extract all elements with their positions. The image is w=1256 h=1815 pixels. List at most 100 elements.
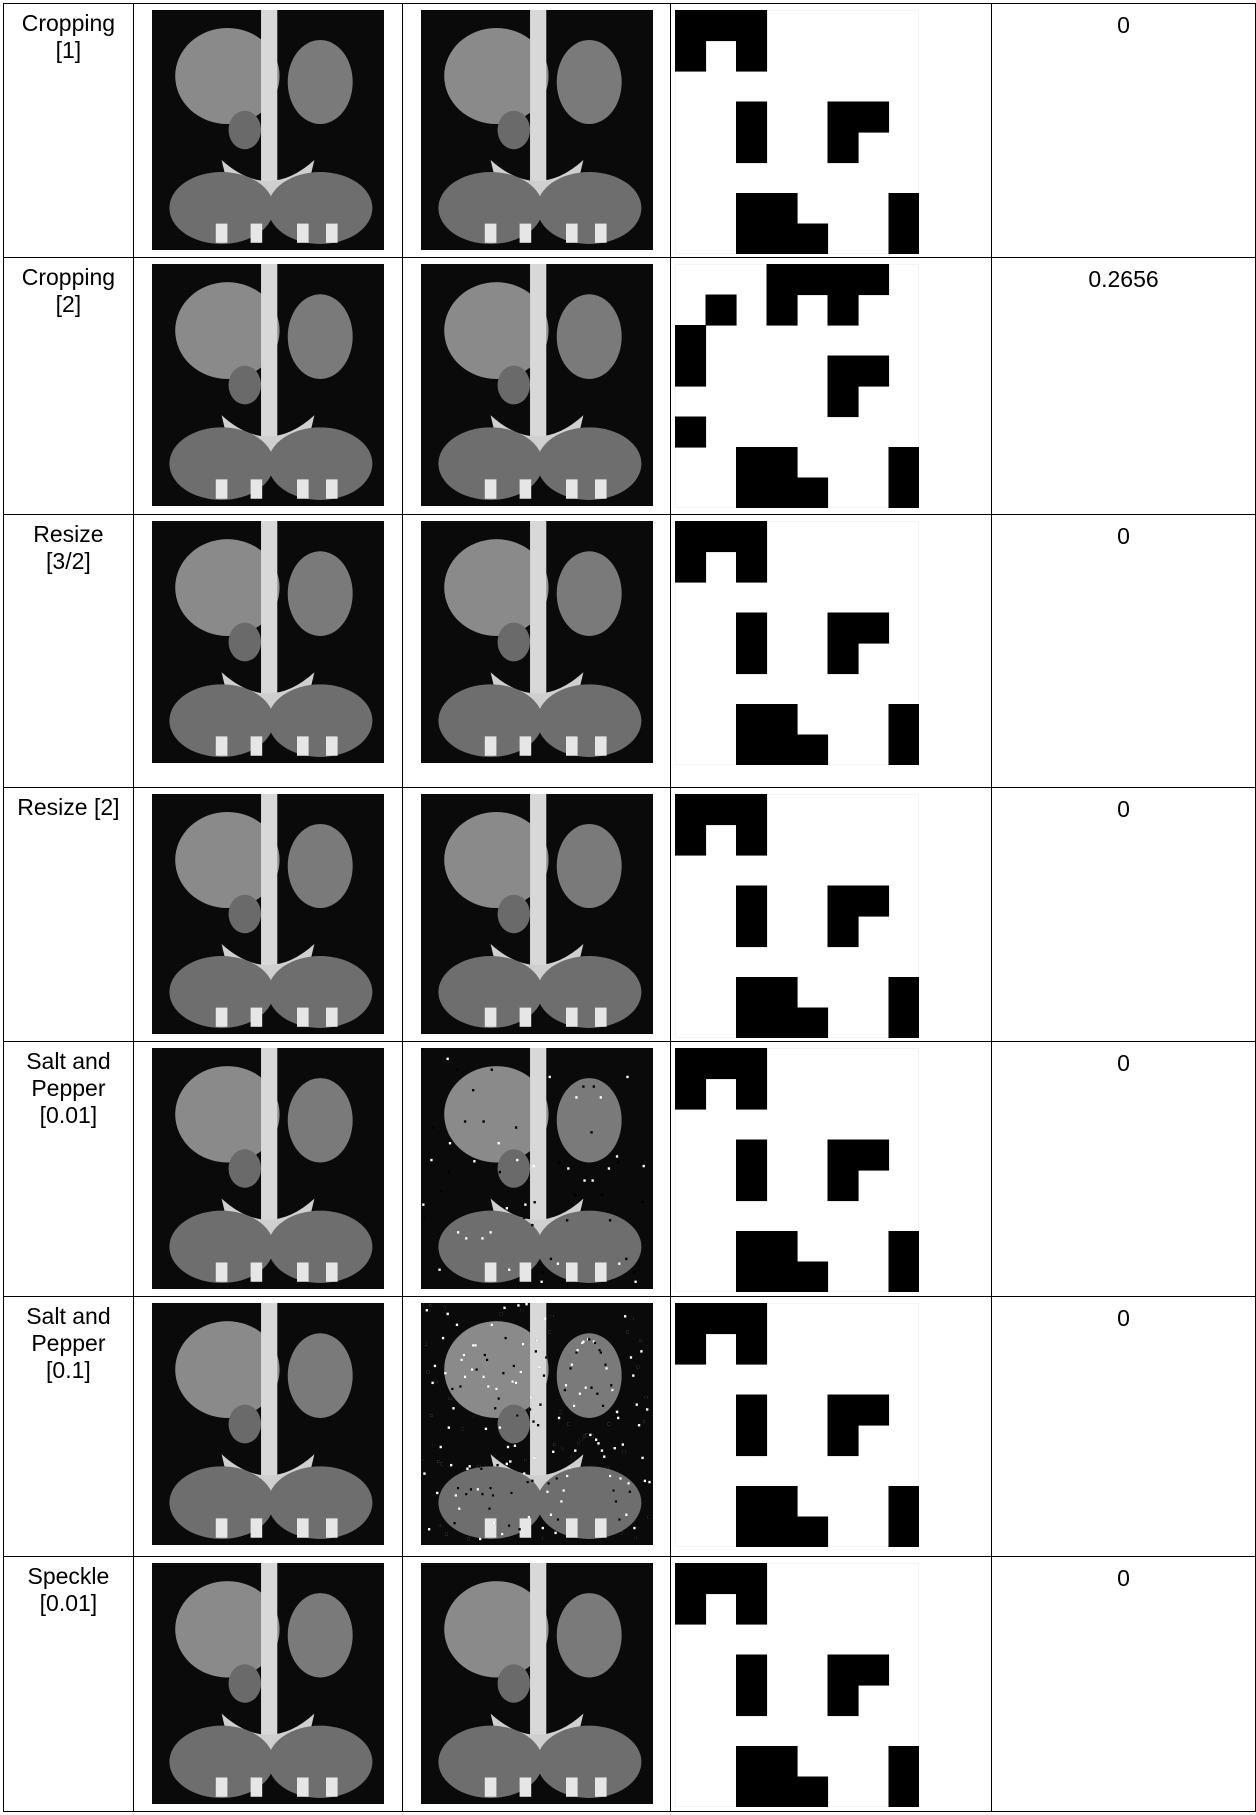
organ [556,40,621,124]
mark-block [767,1777,798,1808]
mark-block [828,1655,859,1686]
mark-block [889,193,920,224]
spine [530,521,546,703]
mark-block [736,1655,767,1686]
bone [484,479,496,498]
noise [482,1120,484,1122]
noise [524,1459,526,1461]
noise [521,1343,523,1345]
noise [619,1477,621,1479]
mark-block [675,10,706,41]
bone [250,1262,262,1281]
mark-block [736,193,767,224]
mark-block [767,735,798,766]
noise [632,1374,634,1376]
organ [537,684,641,757]
original-image-cell [133,1297,402,1557]
ct-image [152,1048,384,1289]
noise [584,1386,586,1388]
noise [543,1318,545,1320]
noise [628,1491,630,1493]
bone [216,1008,228,1027]
mark-block [889,1262,920,1293]
noise [462,1354,464,1356]
noise [600,1194,602,1196]
noise [598,1349,600,1351]
noise [617,1417,619,1419]
noise [448,1142,450,1144]
spine [261,10,277,190]
noise [451,1388,453,1390]
noise [470,1368,472,1370]
bone [326,736,338,755]
attacked-image-cell [402,788,671,1042]
ct-image [152,794,384,1034]
attacked-image-cell [402,258,671,515]
mark-block [828,356,859,387]
mark-block [736,1563,767,1594]
noise [556,1262,558,1264]
noise [533,1201,535,1203]
mark-block [828,295,859,326]
mark-block [889,224,920,255]
noise [528,1408,530,1410]
mark-block [828,1425,859,1456]
organ [228,623,260,662]
organ [497,895,529,933]
spine [261,794,277,974]
bone [484,1777,496,1796]
mark-block [858,613,889,644]
ct-image [421,1048,653,1289]
organ [268,172,372,244]
noise [518,1528,520,1530]
bone [595,1518,607,1537]
mark-block [675,1594,706,1625]
spine [261,1048,277,1229]
attacked-image-cell [402,1297,671,1557]
noise [445,1533,447,1535]
noise [554,1532,556,1534]
noise [642,1420,644,1422]
mark-block [828,1140,859,1171]
original-image-cell [133,788,402,1042]
noise [441,1337,443,1339]
noise [447,1426,449,1428]
spine [261,1303,277,1485]
noise [446,1058,448,1060]
noise [509,1460,511,1462]
noise [571,1455,573,1457]
bone [484,1518,496,1537]
mark-block [736,1334,767,1365]
noise [597,1442,599,1444]
mark-block [736,478,767,509]
mark-block [736,735,767,766]
mark-block [706,1048,737,1079]
table-row: Resize [3/2]0 [4,515,1256,788]
noise [545,1356,547,1358]
bone [566,1008,578,1027]
noise [639,1339,641,1341]
noise [608,1219,610,1221]
original-image-cell [133,4,402,258]
noise [567,1167,569,1169]
noise [568,1466,570,1468]
noise [440,1463,442,1465]
noise [495,1388,497,1390]
organ [497,366,529,405]
noise [582,1085,584,1087]
noise [487,1385,489,1387]
mark-block [736,1517,767,1548]
noise [577,1442,579,1444]
mark-image [675,1048,919,1292]
noise [492,1522,494,1524]
bone [216,224,228,243]
noise [637,1424,639,1426]
bone [326,224,338,243]
noise [601,1405,603,1407]
bone [484,736,496,755]
noise [525,1303,527,1305]
organ [497,1149,529,1188]
original-image-cell [133,1042,402,1297]
bone [250,1777,262,1796]
mark-block [858,886,889,917]
